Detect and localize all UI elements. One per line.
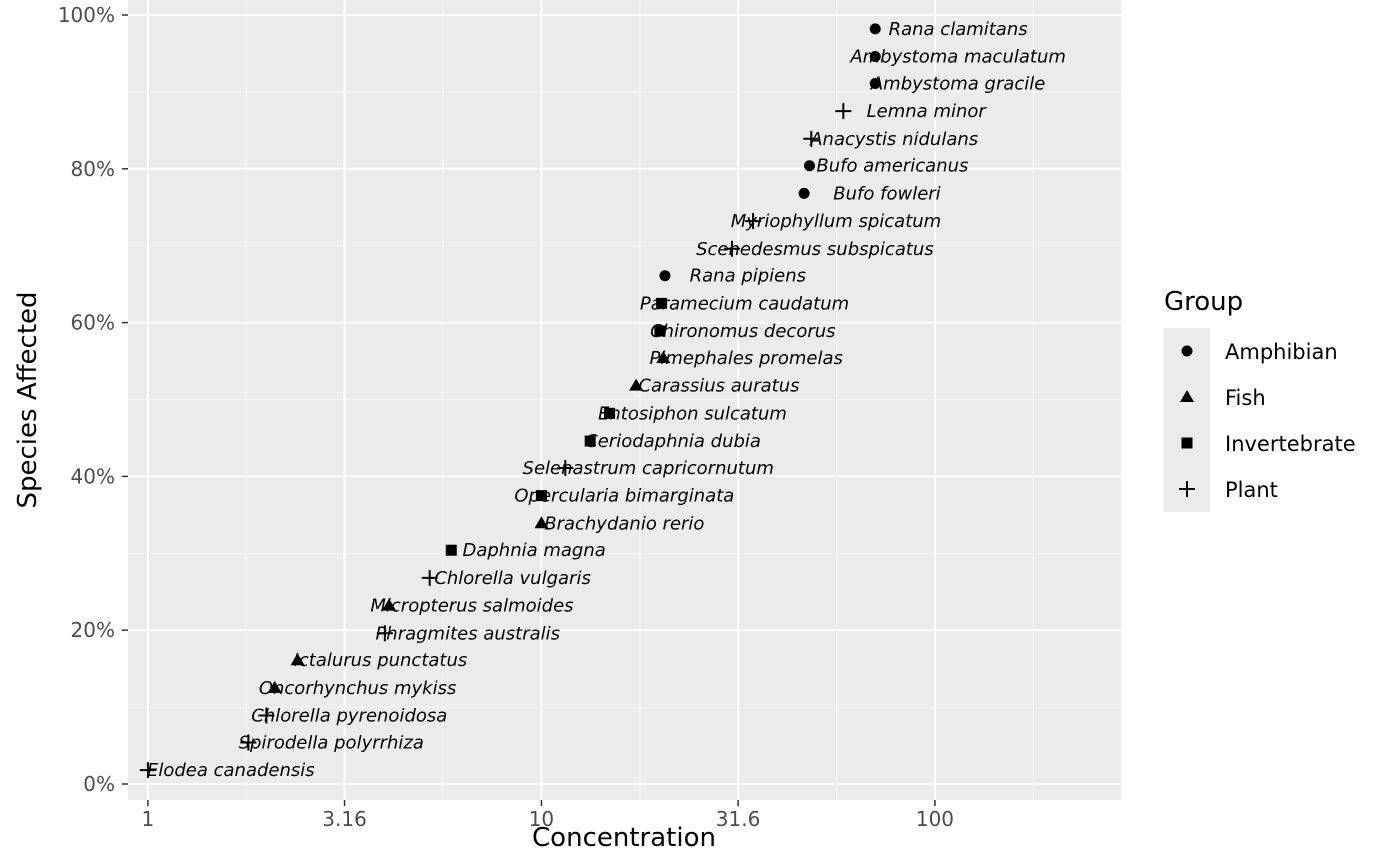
legend-key-fish [1180,390,1194,402]
y-axis-title: Species Affected [13,291,43,508]
point-label-ceriodaphnia-dubia: Ceriodaphnia dubia [585,431,761,452]
point-ceriodaphnia-dubia [584,435,596,447]
y-tick-label: 100% [58,3,115,27]
point-daphnia-magna [445,544,457,556]
point-label-selenastrum-capricornutum: Selenastrum capricornutum [523,458,774,479]
point-anacystis-nidulans [803,130,820,147]
point-chironomus-decorus [654,325,666,337]
point-label-scenedesmus-subspicatus: Scenedesmus subspicatus [696,239,934,260]
y-tick-label: 0% [83,772,115,796]
legend-label-amphibian: Amphibian [1225,340,1338,364]
point-carassius-auratus [629,378,644,391]
y-tick-label: 60% [71,311,115,335]
point-label-chironomus-decorus: Chironomus decorus [650,321,835,342]
point-label-rana-pipiens: Rana pipiens [690,266,806,287]
x-tick-label: 10 [529,807,554,831]
point-oncorhynchus-mykiss [267,680,282,693]
point-label-ambystoma-maculatum: Ambystoma maculatum [849,47,1066,68]
point-label-opercularia-bimarginata: Opercularia bimarginata [514,486,734,507]
point-label-carassius-auratus: Carassius auratus [638,376,799,397]
legend-label-invertebrate: Invertebrate [1225,432,1356,456]
point-chlorella-vulgaris [421,569,438,586]
point-label-bufo-fowleri: Bufo fowleri [833,183,940,204]
point-ambystoma-maculatum [869,51,881,63]
point-elodea-canadensis [139,762,156,779]
point-label-rana-clamitans: Rana clamitans [889,19,1028,40]
y-tick-label: 20% [71,618,115,642]
x-tick-labels: 1 3.16 10 31.6 100 [142,807,955,831]
legend-key-amphibian [1181,345,1193,357]
point-label-elodea-canadensis: Elodea canadensis [147,760,315,781]
point-ictalurus-punctatus [290,653,305,666]
point-phragmites-australis [376,625,393,642]
point-label-daphnia-magna: Daphnia magna [462,540,605,561]
point-label-micropterus-salmoides: Micropterus salmoides [370,596,573,617]
point-paramecium-caudatum [656,297,668,309]
point-label-lemna-minor: Lemna minor [867,101,988,122]
point-chlorella-pyrenoidosa [258,707,275,724]
point-bufo-fowleri [798,187,810,199]
point-label-myriophyllum-spicatum: Myriophyllum spicatum [731,211,941,232]
x-tick-label: 3.16 [322,807,367,831]
point-labels: Elodea canadensis Spirodella polyrrhiza Ch… [147,19,1066,781]
legend-label-fish: Fish [1225,386,1266,410]
point-label-bufo-americanus: Bufo americanus [816,156,968,177]
point-label-phragmites-australis: Phragmites australis [375,623,560,644]
y-tick-label: 40% [71,464,115,488]
point-brachydanio-rerio [534,516,549,529]
x-tick-label: 100 [916,807,954,831]
point-label-paramecium-caudatum: Paramecium caudatum [640,293,849,314]
point-label-brachydanio-rerio: Brachydanio rerio [544,513,704,534]
point-bufo-americanus [804,160,816,172]
point-micropterus-salmoides [382,598,397,611]
legend-title: Group [1164,287,1243,317]
y-tick-label: 80% [71,157,115,181]
point-label-anacystis-nidulans: Anacystis nidulans [809,129,978,150]
point-label-ictalurus-punctatus: Ictalurus punctatus [294,650,468,671]
x-tick-label: 1 [142,807,155,831]
y-tick-labels: 0% 20% 40% 60% 80% 100% [58,3,115,796]
point-scenedesmus-subspicatus [724,240,741,257]
point-spirodella-polyrrhiza [240,734,257,751]
point-ambystoma-gracile [869,77,881,89]
point-label-ambystoma-gracile: Ambystoma gracile [870,73,1046,94]
axis-ticks [122,14,936,806]
legend-key-invertebrate [1181,437,1193,449]
point-label-chlorella-vulgaris: Chlorella vulgaris [434,568,591,589]
point-lemna-minor [835,103,852,120]
point-label-pimephales-promelas: Pimephales promelas [650,348,843,369]
point-label-spirodella-polyrrhiza: Spirodella polyrrhiza [239,732,424,753]
point-pimephales-promelas [656,350,671,363]
point-label-chlorella-pyrenoidosa: Chlorella pyrenoidosa [251,706,447,727]
point-myriophyllum-spicatum [745,213,762,230]
legend-key-plant [1179,481,1195,497]
grid-minor [128,0,1121,800]
point-rana-clamitans [869,23,881,35]
point-selenastrum-capricornutum [557,459,574,476]
point-opercularia-bimarginata [535,490,547,502]
data-points [139,23,881,779]
point-label-oncorhynchus-mykiss: Oncorhynchus mykiss [259,678,457,699]
grid-major [128,0,1121,800]
point-label-entosiphon-sulcatum: Entosiphon sulcatum [598,403,787,424]
x-tick-label: 31.6 [716,807,761,831]
legend: Group Amphibian Fish Invertebrate Plant [1164,287,1356,512]
legend-label-plant: Plant [1225,478,1278,502]
x-axis-title: Concentration [532,823,716,853]
point-rana-pipiens [659,270,671,282]
point-entosiphon-sulcatum [604,407,616,419]
